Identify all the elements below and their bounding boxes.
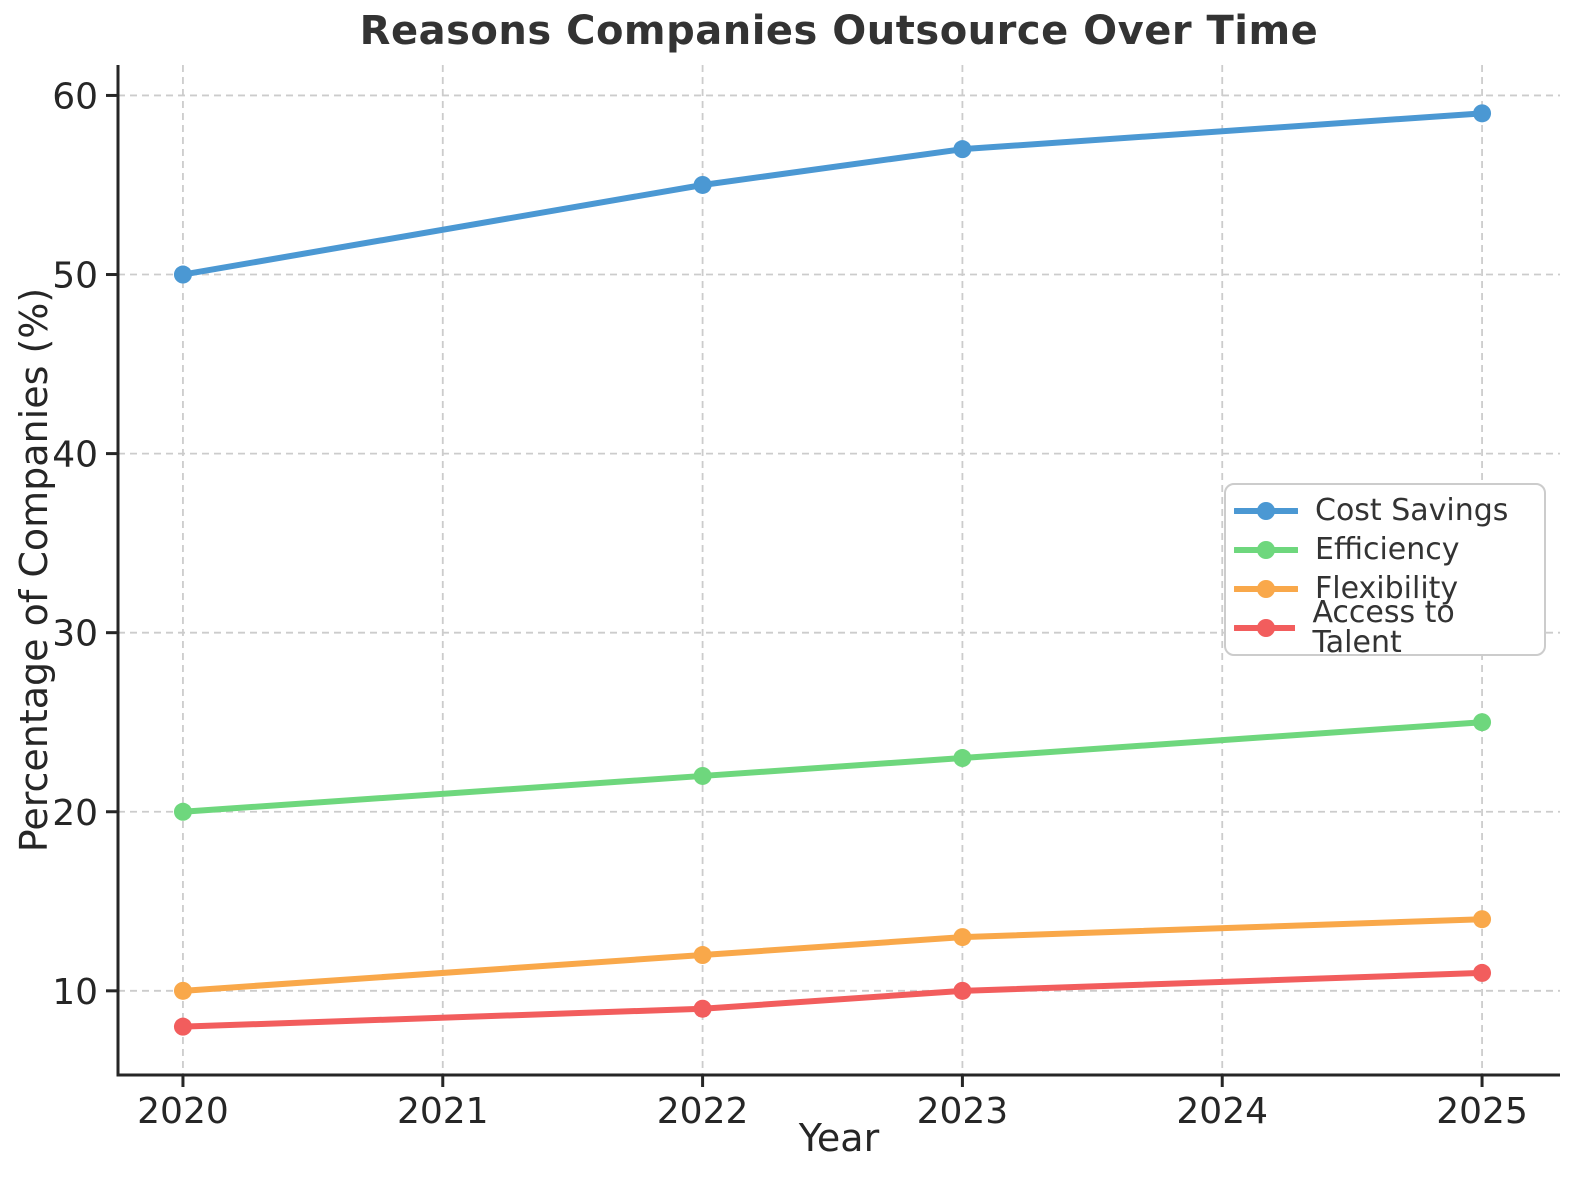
y-tick-label-40: 40	[52, 435, 98, 476]
data-point-access-to-talent-2025	[1473, 963, 1492, 982]
x-tick-label-2022: 2022	[657, 1091, 749, 1132]
data-point-cost-savings-2025	[1473, 104, 1492, 123]
x-tick-label-2020: 2020	[137, 1091, 229, 1132]
legend-item-cost-savings: Cost Savings	[1234, 491, 1544, 530]
data-point-efficiency-2022	[693, 766, 712, 785]
series-line-efficiency	[179, 719, 1486, 815]
y-axis-label: Percentage of Companies (%)	[12, 287, 56, 853]
data-point-access-to-talent-2022	[693, 999, 712, 1018]
y-tick-label-10: 10	[52, 972, 98, 1013]
y-tick-label-20: 20	[52, 793, 98, 834]
series-line-access-to-talent	[179, 969, 1486, 1030]
data-point-cost-savings-2020	[173, 265, 192, 284]
y-tick-label-30: 30	[52, 614, 98, 655]
x-tick-label-2025: 2025	[1436, 1091, 1528, 1132]
data-point-efficiency-2020	[173, 802, 192, 821]
legend-line-sample	[1234, 540, 1298, 559]
legend-marker-icon	[1257, 619, 1275, 637]
data-point-access-to-talent-2023	[953, 981, 972, 1000]
series-line-cost-savings	[179, 110, 1486, 278]
legend-line-sample	[1234, 619, 1296, 637]
data-point-efficiency-2023	[953, 749, 972, 768]
series-line-flexibility	[179, 916, 1486, 994]
x-axis-label: Year	[798, 1116, 880, 1160]
legend-marker-icon	[1257, 579, 1275, 598]
legend-line-sample	[1234, 501, 1298, 520]
x-tick-label-2023: 2023	[917, 1091, 1009, 1132]
data-point-flexibility-2020	[173, 981, 192, 1000]
legend-label: Efficiency	[1315, 531, 1460, 567]
data-point-flexibility-2022	[693, 946, 712, 965]
legend-item-flexibility: Flexibility	[1234, 569, 1544, 608]
legend-label: Access to Talent	[1312, 595, 1455, 660]
x-tick-label-2021: 2021	[397, 1091, 489, 1132]
data-point-flexibility-2023	[953, 928, 972, 947]
legend-label: Cost Savings	[1315, 492, 1509, 528]
legend-line-sample	[1234, 579, 1298, 598]
chart-title: Reasons Companies Outsource Over Time	[359, 8, 1319, 54]
data-point-cost-savings-2022	[693, 175, 712, 194]
legend-marker-icon	[1257, 501, 1275, 520]
y-tick-label-50: 50	[52, 256, 98, 297]
data-point-flexibility-2025	[1473, 910, 1492, 929]
x-tick-label-2024: 2024	[1176, 1091, 1268, 1132]
y-tick-label-60: 60	[52, 76, 98, 117]
data-point-efficiency-2025	[1473, 713, 1492, 732]
legend-label: Flexibility	[1315, 570, 1459, 606]
legend-marker-icon	[1257, 540, 1275, 559]
legend: Cost Savings Efficiency Flexibility Access …	[1224, 483, 1546, 658]
legend-item-access-to-talent: Access to Talent	[1234, 598, 1544, 658]
legend-item-efficiency: Efficiency	[1234, 530, 1544, 569]
data-point-access-to-talent-2020	[173, 1017, 192, 1036]
data-point-cost-savings-2023	[953, 140, 972, 159]
